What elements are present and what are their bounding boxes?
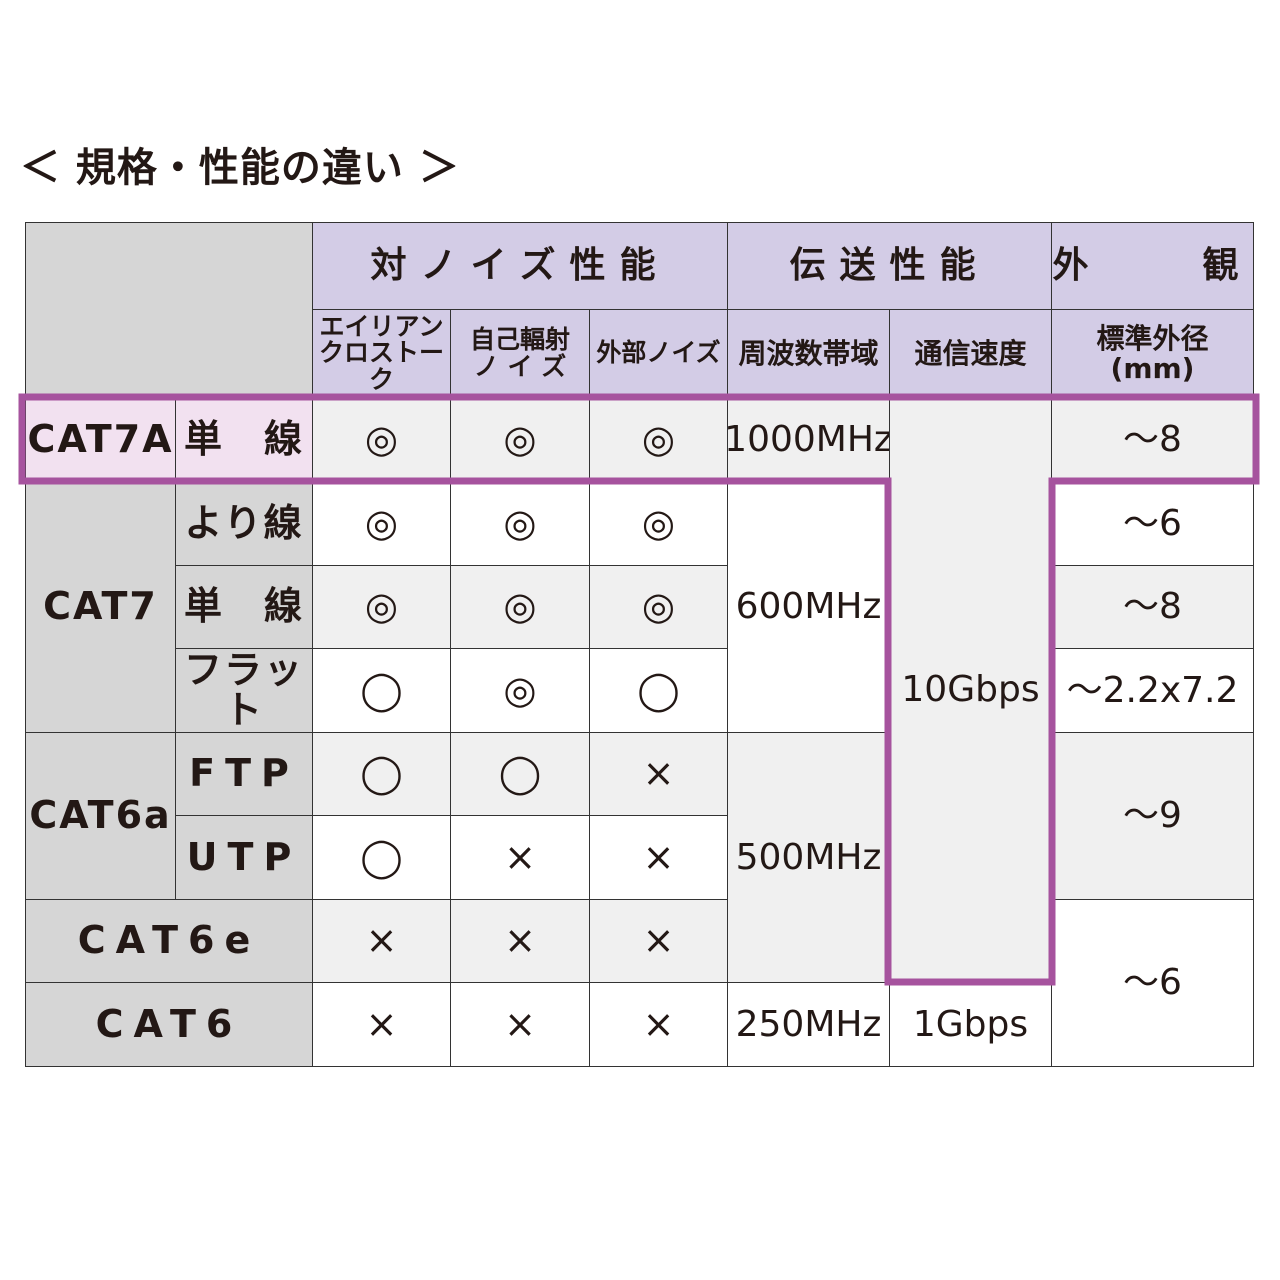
header-frequency: 周波数帯域 <box>727 309 890 398</box>
rating-external: × <box>589 732 728 816</box>
rating-external: × <box>589 899 728 983</box>
cable-type: より線 <box>175 481 313 566</box>
rating-alien: ◯ <box>312 815 451 900</box>
header-alien-crosstalk: エイリアン クロストーク <box>312 309 451 398</box>
page-title: ＜ 規格・性能の違い ＞ <box>20 145 460 191</box>
rating-alien: ◯ <box>312 648 451 733</box>
rating-external: ◎ <box>589 565 728 649</box>
header-external-noise: 外部ノイズ <box>589 309 728 398</box>
header-self-radiation: 自己輻射 ノ イ ズ <box>450 309 590 398</box>
cable-type: フラット <box>175 648 313 733</box>
diameter-cell: ～9 <box>1051 732 1254 900</box>
rating-self: × <box>450 982 590 1067</box>
rating-external: ◎ <box>589 481 728 566</box>
cable-type: 単 線 <box>175 565 313 649</box>
header-noise-performance: 対ノイズ性能 <box>312 222 728 310</box>
rating-alien: × <box>312 899 451 983</box>
rating-self: ◎ <box>450 397 590 482</box>
rating-self: × <box>450 815 590 900</box>
rating-alien: × <box>312 982 451 1067</box>
header-corner <box>25 222 313 398</box>
frequency-cell: 250MHz <box>727 982 890 1067</box>
rating-alien: ◎ <box>312 481 451 566</box>
cable-type: 単 線 <box>175 397 313 482</box>
rating-external: × <box>589 815 728 900</box>
rating-alien: ◯ <box>312 732 451 816</box>
rating-self: × <box>450 899 590 983</box>
speed-cell: 1Gbps <box>889 982 1052 1067</box>
frequency-cell: 600MHz <box>727 481 890 733</box>
diameter-cell: ～8 <box>1051 397 1254 482</box>
rating-external: × <box>589 982 728 1067</box>
rating-self: ◎ <box>450 648 590 733</box>
cable-type: FTP <box>175 732 313 816</box>
category-cat6: CAT6 <box>25 982 313 1067</box>
diameter-cell: ～6 <box>1051 481 1254 566</box>
diameter-cell: ～2.2x7.2 <box>1051 648 1254 733</box>
diameter-cell: ～8 <box>1051 565 1254 649</box>
cable-type: UTP <box>175 815 313 900</box>
rating-alien: ◎ <box>312 565 451 649</box>
category-cat6a: CAT6a <box>25 732 176 900</box>
rating-external: ◎ <box>589 397 728 482</box>
diameter-cell: ～6 <box>1051 899 1254 1067</box>
speed-cell: 10Gbps <box>889 397 1052 983</box>
header-diameter: 標準外径 (mm) <box>1051 309 1254 398</box>
frequency-cell: 1000MHz <box>724 397 893 482</box>
rating-alien: ◎ <box>312 397 451 482</box>
rating-self: ◎ <box>450 565 590 649</box>
rating-external: ◯ <box>589 648 728 733</box>
category-cat7: CAT7 <box>25 481 176 733</box>
frequency-cell: 500MHz <box>727 732 890 983</box>
category-cat7a: CAT7A <box>25 397 176 482</box>
category-cat6e: CAT6e <box>25 899 313 983</box>
header-appearance: 外 観 <box>1051 222 1254 310</box>
header-transmission-performance: 伝送性能 <box>727 222 1052 310</box>
rating-self: ◯ <box>450 732 590 816</box>
header-speed: 通信速度 <box>889 309 1052 398</box>
rating-self: ◎ <box>450 481 590 566</box>
